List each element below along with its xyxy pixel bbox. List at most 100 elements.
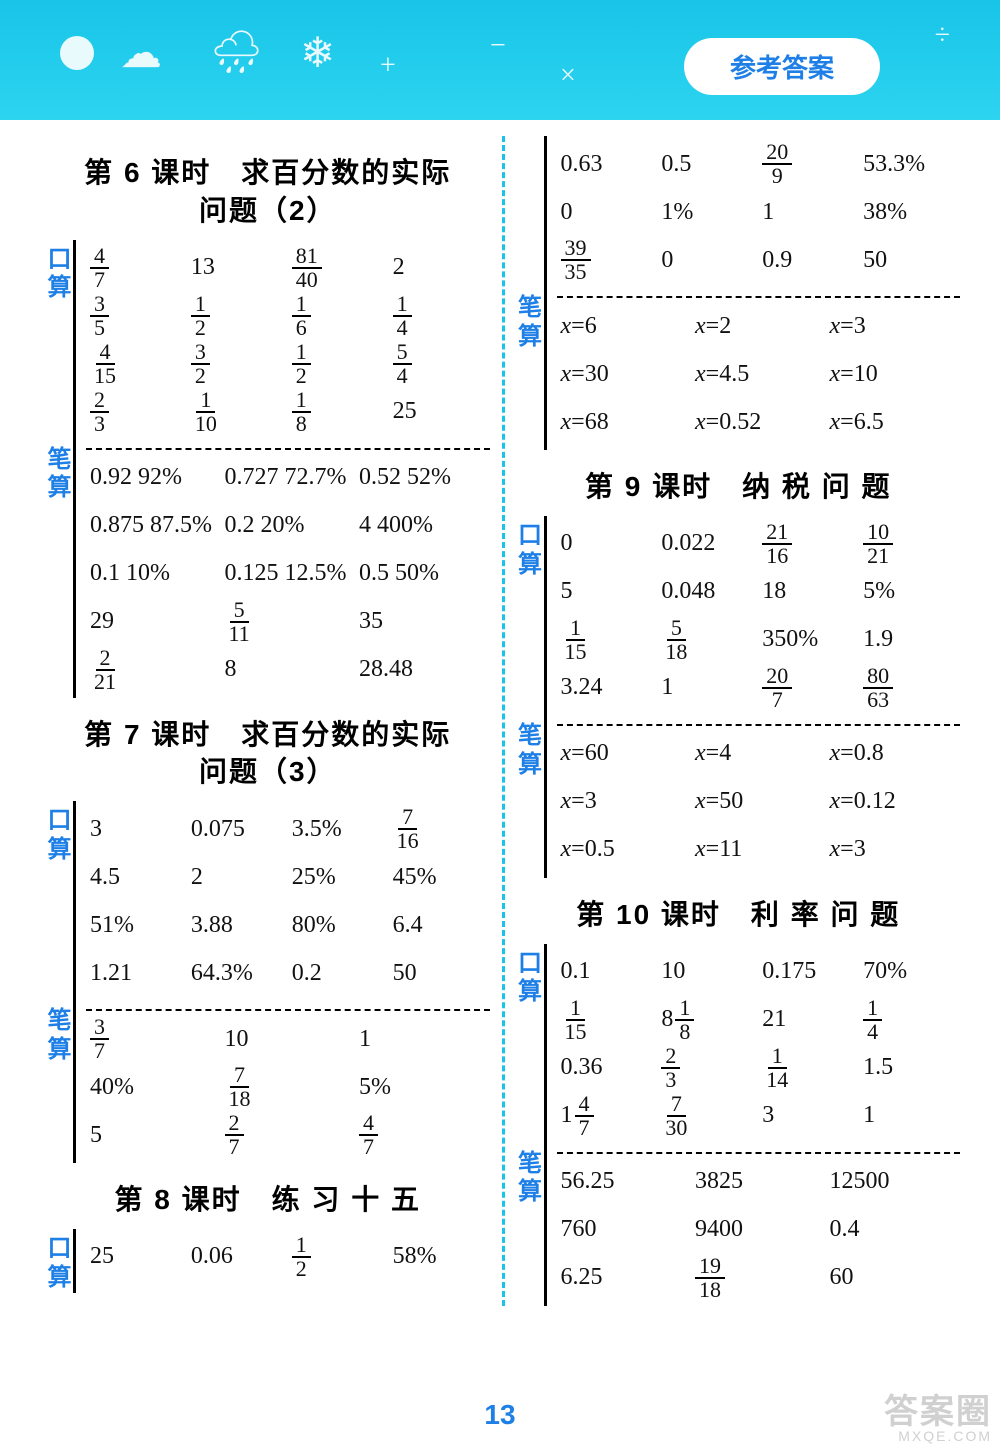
data-cell: 114 <box>758 1045 859 1091</box>
data-cell: 2 <box>187 864 288 891</box>
answer-table: x=6x=2x=3x=30x=4.5x=10x=68x=0.52x=6.5 <box>547 288 961 450</box>
block-label: 笔算 <box>46 1001 76 1163</box>
data-cell: 0.022 <box>657 530 758 557</box>
column-divider <box>502 136 505 1306</box>
data-row: 1158182114 <box>557 996 961 1044</box>
data-cell: 5% <box>355 1074 490 1101</box>
data-cell: 2116 <box>758 521 859 567</box>
data-row: 393500.950 <box>557 236 961 284</box>
data-cell: 0.06 <box>187 1243 288 1270</box>
data-cell: 0.36 <box>557 1054 658 1081</box>
data-cell: 0.5 <box>657 151 758 178</box>
dash-sep <box>557 724 961 726</box>
answer-block: 口算47138140235121614415321254231101825 <box>46 240 490 440</box>
answer-table: 30.0753.5%7164.5225%45%51%3.8880%6.41.21… <box>76 801 490 1001</box>
data-cell: x=50 <box>691 788 826 815</box>
data-cell: 0.175 <box>758 958 859 985</box>
divide-icon: ÷ <box>935 20 950 52</box>
data-row: 2951135 <box>86 598 490 646</box>
data-cell: 9400 <box>691 1216 826 1243</box>
data-row: x=3x=50x=0.12 <box>557 778 961 826</box>
answer-block: 口算250.061258% <box>46 1229 490 1293</box>
data-cell: 0.075 <box>187 816 288 843</box>
data-cell: 760 <box>557 1216 692 1243</box>
data-row: 01%138% <box>557 188 961 236</box>
data-row: 76094000.4 <box>557 1206 961 1254</box>
lesson-title: 第 7 课时 求百分数的实际问题（3） <box>46 716 490 792</box>
data-cell: 38% <box>859 199 960 226</box>
data-cell: 25 <box>389 398 490 425</box>
answer-block: 0.630.520953.3%01%138%393500.950 <box>517 136 961 288</box>
data-cell: 3.24 <box>557 674 658 701</box>
lesson-title: 第 6 课时 求百分数的实际问题（2） <box>46 154 490 230</box>
data-cell: 10 <box>221 1026 356 1053</box>
data-cell: 0.92 92% <box>86 464 221 491</box>
data-cell: x=3 <box>826 836 961 863</box>
data-cell: 51% <box>86 912 187 939</box>
data-row: 221828.48 <box>86 646 490 694</box>
data-cell: 818 <box>657 997 758 1043</box>
answer-table: 56.2538251250076094000.46.25191860 <box>547 1144 961 1306</box>
data-cell: 14 <box>389 293 490 339</box>
data-cell: 45% <box>389 864 490 891</box>
answer-table: 3710140%7185%52747 <box>76 1001 490 1163</box>
data-cell: 0.1 <box>557 958 658 985</box>
data-cell: 37 <box>86 1016 221 1062</box>
data-row: 0.1 10%0.125 12.5%0.5 50% <box>86 550 490 598</box>
data-cell: 47 <box>86 245 187 291</box>
data-cell: 21 <box>758 1006 859 1033</box>
data-cell: 110 <box>187 389 288 435</box>
data-row: 6.25191860 <box>557 1254 961 1302</box>
data-cell: 3825 <box>691 1168 826 1195</box>
data-row: 0.1100.17570% <box>557 948 961 996</box>
data-cell: 0.125 12.5% <box>221 560 356 587</box>
data-cell: 0 <box>557 530 658 557</box>
data-cell: 56.25 <box>557 1168 692 1195</box>
data-row: 0.875 87.5%0.2 20%4 400% <box>86 502 490 550</box>
answer-block: 笔算56.2538251250076094000.46.25191860 <box>517 1144 961 1306</box>
data-cell: x=0.12 <box>826 788 961 815</box>
data-cell: 1.5 <box>859 1054 960 1081</box>
data-cell: 0.4 <box>826 1216 961 1243</box>
data-cell: 716 <box>389 806 490 852</box>
data-cell: x=3 <box>826 313 961 340</box>
block-label: 笔算 <box>517 288 547 450</box>
answer-table: 00.0222116102150.048185%115518350%1.93.2… <box>547 516 961 716</box>
data-cell: x=4 <box>691 740 826 767</box>
data-cell: 40% <box>86 1074 221 1101</box>
data-cell: 4 400% <box>355 512 490 539</box>
answer-table: x=60x=4x=0.8x=3x=50x=0.12x=0.5x=11x=3 <box>547 716 961 878</box>
data-cell: 1 <box>355 1026 490 1053</box>
data-cell: 64.3% <box>187 960 288 987</box>
data-row: 00.02221161021 <box>557 520 961 568</box>
block-label: 口算 <box>46 801 76 1001</box>
lesson-title: 第 9 课时 纳 税 问 题 <box>517 468 961 506</box>
data-cell: x=60 <box>557 740 692 767</box>
data-cell: 115 <box>557 617 658 663</box>
lesson-title: 第 10 课时 利 率 问 题 <box>517 896 961 934</box>
data-cell: 58% <box>389 1243 490 1270</box>
lesson-title: 第 8 课时 练 习 十 五 <box>46 1181 490 1219</box>
data-cell: 12 <box>288 1234 389 1280</box>
answer-block: 笔算0.92 92%0.727 72.7%0.52 52%0.875 87.5%… <box>46 440 490 698</box>
right-column: 0.630.520953.3%01%138%393500.950笔算x=6x=2… <box>517 136 961 1306</box>
data-row: 471381402 <box>86 244 490 292</box>
data-cell: 16 <box>288 293 389 339</box>
minus-icon: − <box>490 30 506 62</box>
answer-block: 笔算3710140%7185%52747 <box>46 1001 490 1163</box>
data-row: 0.630.520953.3% <box>557 140 961 188</box>
data-cell: 1 <box>758 199 859 226</box>
times-icon: × <box>560 60 576 92</box>
block-label: 口算 <box>46 240 76 440</box>
data-cell: 3.5% <box>288 816 389 843</box>
data-cell: x=4.5 <box>691 361 826 388</box>
data-row: x=30x=4.5x=10 <box>557 350 961 398</box>
answer-table: 0.630.520953.3%01%138%393500.950 <box>547 136 961 288</box>
data-row: x=68x=0.52x=6.5 <box>557 398 961 446</box>
data-cell: x=3 <box>557 788 692 815</box>
data-cell: 32 <box>187 341 288 387</box>
data-cell: 47 <box>355 1112 490 1158</box>
data-cell: 25 <box>86 1243 187 1270</box>
answer-block: 笔算x=60x=4x=0.8x=3x=50x=0.12x=0.5x=11x=3 <box>517 716 961 878</box>
data-row: 4.5225%45% <box>86 853 490 901</box>
